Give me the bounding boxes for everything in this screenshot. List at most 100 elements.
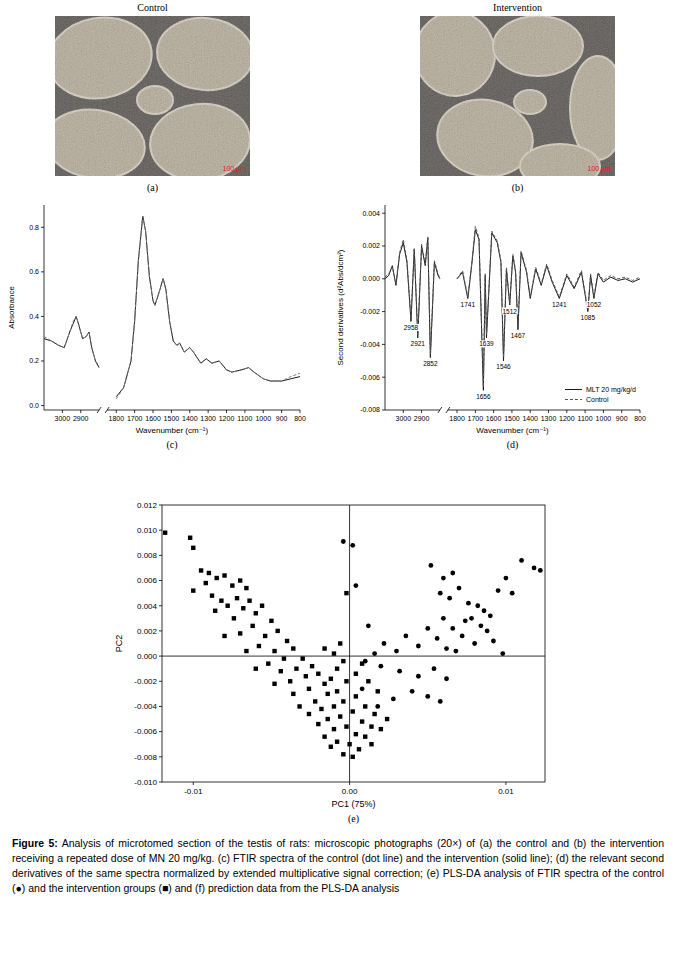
x-tick-label: 1300 <box>200 415 216 422</box>
point-square <box>282 656 286 660</box>
plot-area <box>44 216 300 399</box>
axis-break <box>446 407 450 413</box>
point-square <box>304 674 308 678</box>
x-tick-label: -0.01 <box>184 787 203 796</box>
point-square <box>297 704 301 708</box>
point-square <box>341 752 345 756</box>
label-patch <box>460 301 476 308</box>
x-tick <box>263 410 264 413</box>
point-square <box>344 679 348 683</box>
point-circle <box>447 596 452 601</box>
y-tick-label: -0.002 <box>134 677 157 686</box>
x-tick <box>566 410 567 413</box>
point-square <box>307 687 311 691</box>
photo-title: Control <box>137 2 168 13</box>
y-axis-title: Second derivatives (d²Abs/dcm²) <box>336 249 345 365</box>
point-circle <box>432 666 437 671</box>
point-circle <box>532 566 537 571</box>
y-tick-label: -0.004 <box>134 702 157 711</box>
point-circle <box>496 588 501 593</box>
point-square <box>254 666 258 670</box>
point-square <box>225 604 229 608</box>
x-tick <box>193 782 194 785</box>
y-tick <box>41 360 44 361</box>
x-tick-label: 1700 <box>127 415 143 422</box>
point-square <box>199 568 203 572</box>
photo-background <box>420 16 615 176</box>
point-square <box>354 694 358 698</box>
point-circle <box>488 613 493 618</box>
x-tick <box>62 410 63 413</box>
y-tick-label: -0.002 <box>360 308 380 315</box>
point-circle <box>391 697 396 702</box>
point-circle <box>435 636 440 641</box>
y-tick-label: -0.008 <box>360 406 380 413</box>
point-square <box>326 717 330 721</box>
point-circle <box>382 641 387 646</box>
point-circle <box>403 634 408 639</box>
y-tick <box>159 731 162 732</box>
point-square <box>369 724 373 728</box>
point-square <box>338 714 342 718</box>
x-tick-label: 2900 <box>414 415 430 422</box>
point-square <box>222 634 226 638</box>
panel-label: (c) <box>166 439 177 451</box>
peak-label: 1546 <box>496 363 511 370</box>
x-tick-label: 1000 <box>596 415 612 422</box>
y-tick <box>159 530 162 531</box>
x-tick-label: 1600 <box>486 415 502 422</box>
point-square <box>332 651 336 655</box>
y-tick <box>382 344 385 345</box>
point-square <box>319 707 323 711</box>
point-circle <box>353 583 358 588</box>
y-tick <box>159 555 162 556</box>
point-circle <box>444 676 449 681</box>
label-patch <box>476 393 492 400</box>
point-square <box>291 646 295 650</box>
x-tick-label: 900 <box>616 415 628 422</box>
x-tick <box>281 410 282 413</box>
scale-label: 100 µm <box>223 165 247 173</box>
y-axis-line <box>44 205 45 410</box>
x-tick <box>475 410 476 413</box>
axes: -0.008-0.006-0.004-0.0020.0000.0020.0043… <box>360 205 646 422</box>
point-circle <box>479 623 484 628</box>
axes: 0.0120.0100.0080.0060.0040.0020.000-0.00… <box>134 501 545 796</box>
point-square <box>288 679 292 683</box>
point-square <box>316 672 320 676</box>
point-square <box>257 644 261 648</box>
y-tick-label: 0.000 <box>137 652 158 661</box>
x-axis-line <box>448 410 640 411</box>
point-square <box>338 641 342 645</box>
point-square <box>244 586 248 590</box>
point-square <box>238 631 242 635</box>
point-circle <box>466 601 471 606</box>
point-square <box>266 661 270 665</box>
x-tick-label: 2900 <box>73 415 89 422</box>
x-tick-label: 1700 <box>468 415 484 422</box>
point-square <box>376 689 380 693</box>
x-tick <box>208 410 209 413</box>
y-tick-label: 0.002 <box>362 242 380 249</box>
point-circle <box>366 623 371 628</box>
y-tick-label: 0.6 <box>29 268 39 275</box>
x-tick <box>421 410 422 413</box>
photo <box>420 16 615 176</box>
x-tick <box>511 410 512 413</box>
x-axis-title: Wavenumber (cm⁻¹) <box>136 426 209 435</box>
panel-label: (b) <box>512 182 524 194</box>
point-square <box>204 581 208 585</box>
point-circle <box>453 649 458 654</box>
point-circle <box>500 651 505 656</box>
point-square <box>347 742 351 746</box>
annotations: 2958292128521741165616391546151214671241… <box>403 301 602 400</box>
point-square <box>215 576 219 580</box>
label-patch <box>510 332 526 339</box>
y-tick <box>159 505 162 506</box>
peak-label: 2958 <box>404 324 419 331</box>
point-square <box>260 604 264 608</box>
y-tick <box>159 605 162 606</box>
x-tick <box>171 410 172 413</box>
legend-swatch <box>565 389 582 390</box>
point-square <box>313 699 317 703</box>
